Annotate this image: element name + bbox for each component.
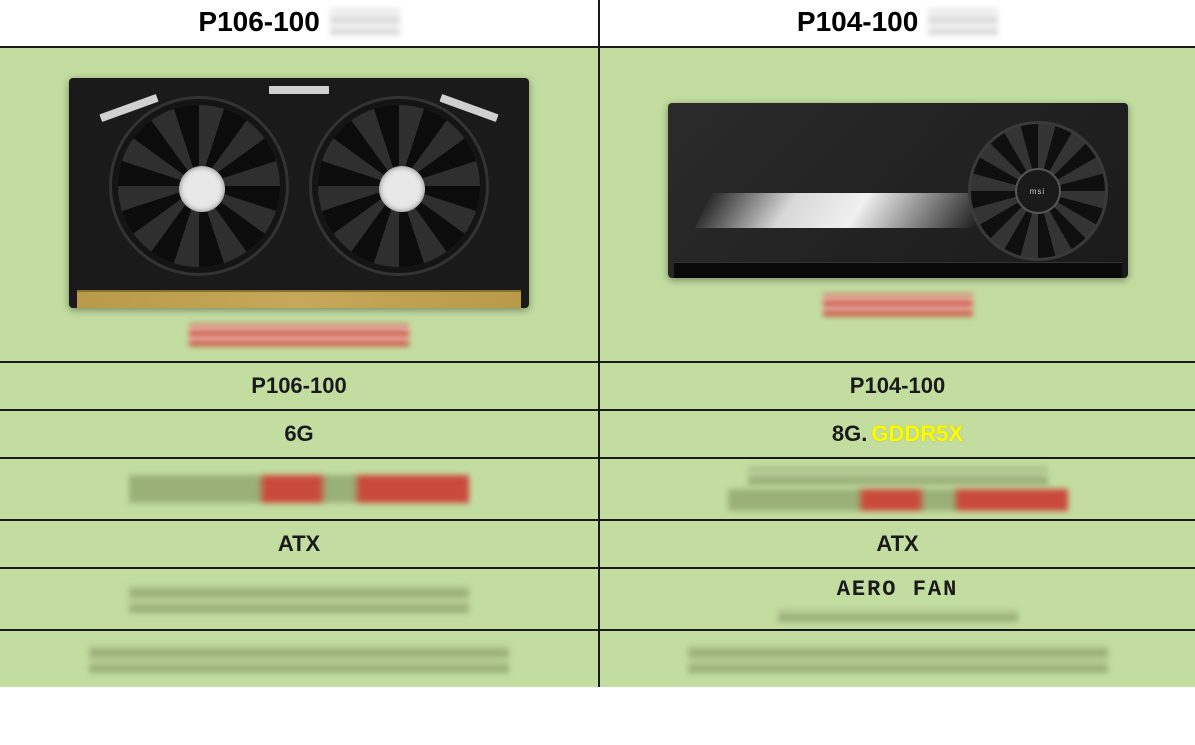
blurred-price-left <box>189 324 409 346</box>
row-spec7-right <box>598 631 1195 687</box>
blurred-suffix-left <box>330 9 400 35</box>
blurred-suffix-right <box>928 9 998 35</box>
row-form-right: ATX <box>598 521 1195 569</box>
name-right: P104-100 <box>850 373 945 399</box>
blurred-price-right <box>823 294 973 316</box>
row-form-left: ATX <box>0 521 598 569</box>
row-spec4-left <box>0 459 598 521</box>
blurred-spec4b-right <box>728 489 1068 511</box>
row-spec7-left <box>0 631 598 687</box>
memory-type-right: GDDR5X <box>871 421 963 447</box>
blurred-spec7-left <box>89 645 509 673</box>
row-cooling-right: AERO FAN <box>598 569 1195 631</box>
gpu-dual-fan-illustration <box>69 78 529 308</box>
form-left: ATX <box>278 531 320 557</box>
blurred-spec7-right <box>688 645 1108 673</box>
row-name-right: P104-100 <box>598 363 1195 411</box>
header-left-text: P106-100 <box>198 6 319 37</box>
blurred-spec4-left <box>129 475 469 503</box>
header-right-text: P104-100 <box>797 6 918 37</box>
blurred-spec4a-right <box>748 467 1048 485</box>
row-memory-right: 8G. GDDR5X <box>598 411 1195 459</box>
header-left: P106-100 <box>0 0 598 48</box>
memory-left: 6G <box>284 421 313 447</box>
image-cell-left <box>0 48 598 363</box>
header-right: P104-100 <box>598 0 1195 48</box>
image-cell-right: msi <box>598 48 1195 363</box>
blurred-cooling-sub-right <box>778 608 1018 622</box>
memory-right: 8G. <box>832 421 867 447</box>
row-memory-left: 6G <box>0 411 598 459</box>
name-left: P106-100 <box>251 373 346 399</box>
row-name-left: P106-100 <box>0 363 598 411</box>
gpu-blower-illustration: msi <box>668 103 1128 278</box>
blurred-cooling-left <box>129 585 469 613</box>
cooling-right: AERO FAN <box>837 577 959 602</box>
form-right: ATX <box>876 531 918 557</box>
row-cooling-left <box>0 569 598 631</box>
row-spec4-right <box>598 459 1195 521</box>
gpu-comparison-table: P106-100 P104-100 msi P106-100 P104-100 <box>0 0 1195 687</box>
